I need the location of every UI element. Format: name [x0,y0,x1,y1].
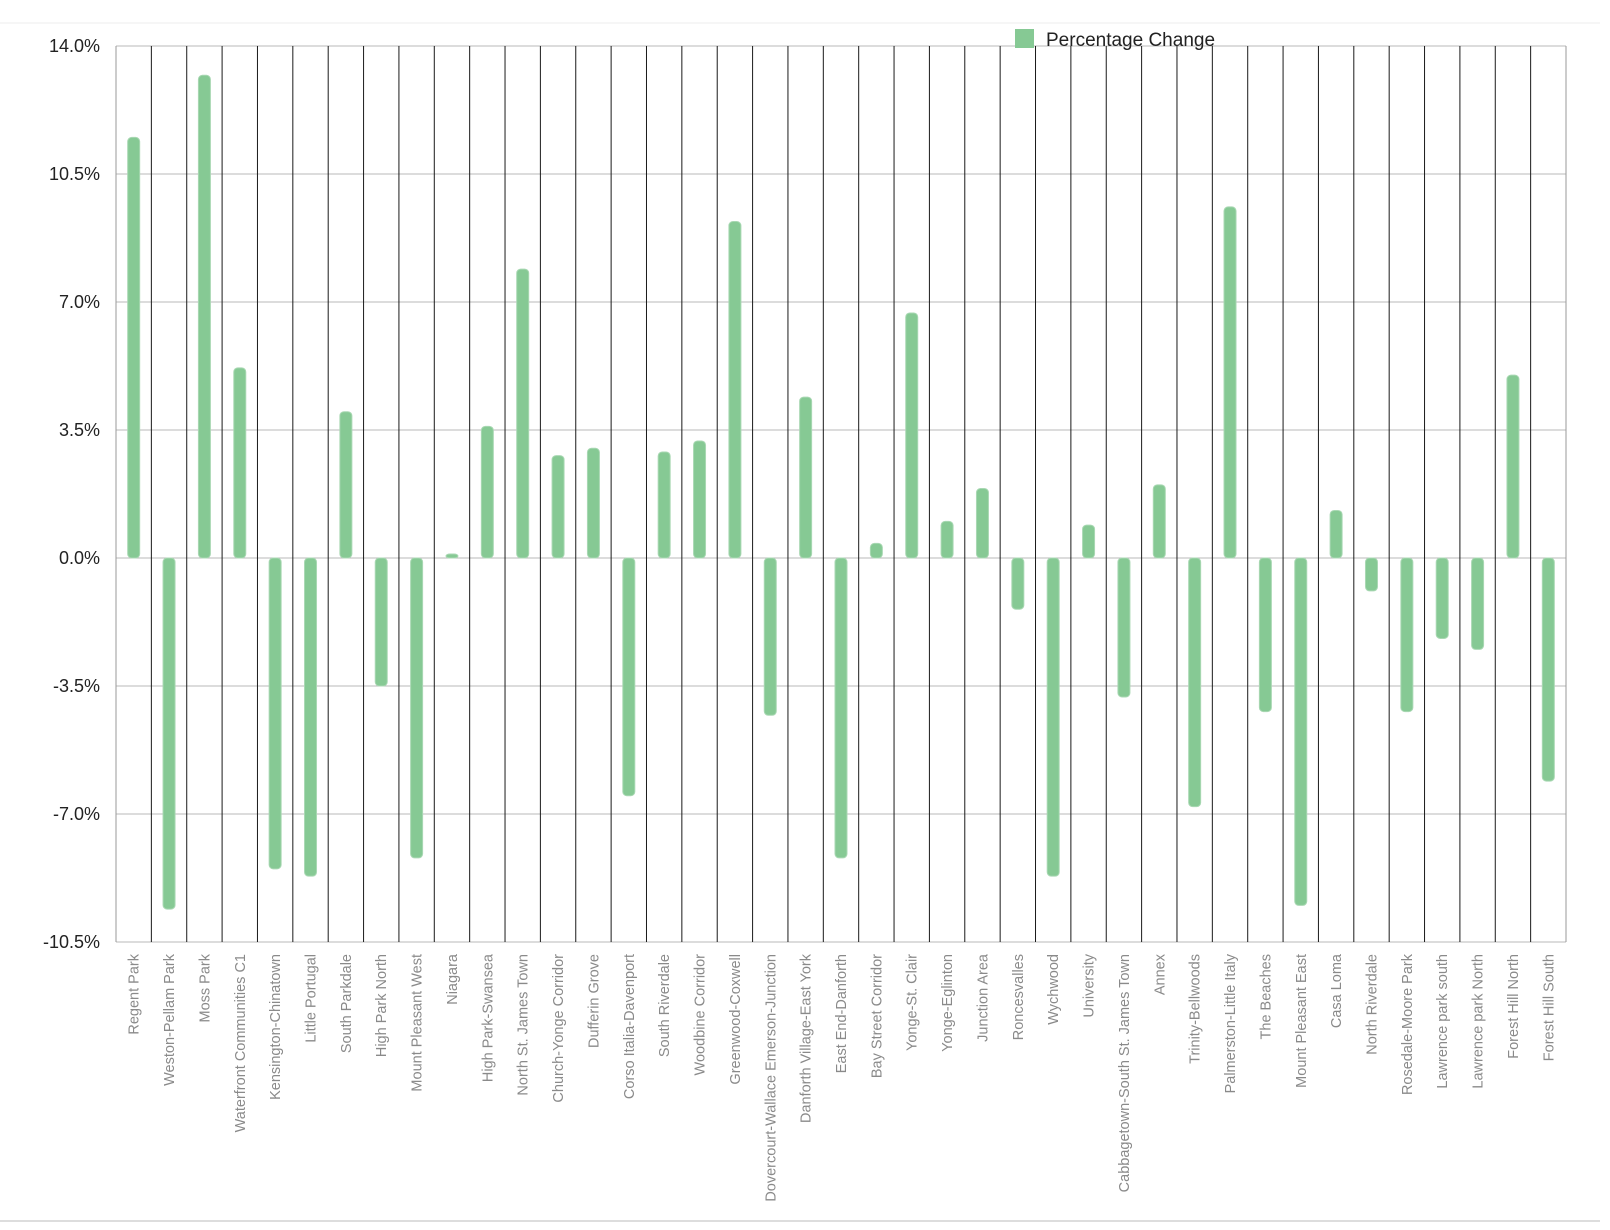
y-tick-label: 7.0% [59,292,100,312]
bar [304,557,318,877]
x-tick-label: Little Portugal [304,954,320,1043]
legend-swatch [1015,29,1034,48]
bar [940,520,954,559]
bar [1258,557,1272,713]
x-tick-label: Mount Pleasant West [410,954,426,1092]
bar [1082,524,1096,559]
x-tick-label: Church-Yonge Corridor [551,954,567,1103]
legend-label: Percentage Change [1046,30,1215,51]
bar [1117,557,1131,698]
bar [197,74,211,559]
bar [233,367,247,559]
bar [869,542,883,559]
legend: Percentage Change [1015,29,1215,51]
x-tick-label: Woodbine Corridor [693,954,709,1076]
y-tick-label: 0.0% [59,548,100,568]
x-tick-label: North St. James Town [516,954,532,1096]
x-tick-label: University [1082,953,1098,1017]
x-tick-label: Palmerston-Little Italy [1223,953,1239,1093]
bar [516,268,530,559]
y-axis-ticks: 14.0% 10.5% 7.0% 3.5% 0.0% -3.5% -7.0% -10.5% [43,36,100,952]
bar [127,136,141,559]
y-tick-label: 14.0% [49,36,100,56]
x-tick-label: Yonge-St. Clair [905,954,921,1051]
x-tick-label: The Beaches [1258,954,1274,1039]
x-tick-label: South Riverdale [657,954,673,1057]
bar [1435,557,1449,639]
x-tick-label: Mount Pleasant East [1294,954,1310,1088]
bar [1364,557,1378,592]
x-tick-label: Weston-Pellam Park [162,953,178,1086]
y-tick-label: 3.5% [59,420,100,440]
x-tick-label: Danforth Village-East York [799,953,815,1123]
y-tick-label: -3.5% [53,676,100,696]
bar [763,557,777,716]
bar [410,557,424,859]
bar [1223,206,1237,559]
x-tick-label: Junction Area [975,953,991,1042]
y-tick-label: -7.0% [53,804,100,824]
bar [480,425,494,559]
bar [1541,557,1555,782]
x-tick-label: High Park North [374,954,390,1057]
bar [657,451,671,559]
bar [586,447,600,559]
bar [975,488,989,559]
bar [1188,557,1202,808]
x-tick-label: Bay Street Corridor [869,954,885,1078]
category-dividers [115,46,1567,942]
x-tick-label: Rosedale-Moore Park [1400,953,1416,1095]
x-tick-label: Dovercourt-Wallace Emerson-Junction [763,954,779,1202]
bar [445,553,459,559]
x-tick-label: Roncesvalles [1011,954,1027,1040]
bar [1329,509,1343,559]
x-axis-labels: Regent Park Weston-Pellam Park Moss Park Wa… [127,953,1558,1202]
bar [1471,557,1485,650]
x-tick-label: Forest Hill South [1541,954,1557,1061]
bar [1046,557,1060,877]
y-tick-label: -10.5% [43,932,100,952]
bar [834,557,848,859]
bar [1400,557,1414,713]
x-tick-label: Corso Italia-Davenport [622,954,638,1099]
x-tick-label: South Parkdale [339,954,355,1053]
x-tick-label: Dufferin Grove [586,954,602,1048]
bar [339,411,353,559]
x-tick-label: Greenwood-Coxwell [728,954,744,1085]
x-tick-label: Forest Hill North [1506,954,1522,1059]
x-tick-label: Kensington-Chinatown [268,954,284,1100]
x-tick-label: Waterfront Communities C1 [233,954,249,1132]
bar [374,557,388,687]
bar [1011,557,1025,610]
x-tick-label: Regent Park [127,953,143,1034]
bars [127,74,1555,910]
y-tick-label: 10.5% [49,164,100,184]
bar [1506,374,1520,559]
bar [622,557,636,797]
x-tick-label: Casa Loma [1329,953,1345,1028]
x-tick-label: Lawrence park south [1435,954,1451,1089]
x-tick-label: Cabbagetown-South St. James Town [1117,954,1133,1192]
x-tick-label: Yonge-Eglinton [940,954,956,1052]
bar [693,440,707,559]
bar [799,396,813,559]
x-tick-label: Annex [1152,953,1168,995]
x-tick-label: High Park-Swansea [480,953,496,1082]
bar [1152,484,1166,559]
x-tick-label: Trinity-Bellwoods [1188,954,1204,1064]
bar [1294,557,1308,906]
bar [551,455,565,559]
x-tick-label: Moss Park [197,953,213,1022]
x-tick-label: Wychwood [1046,954,1062,1025]
x-tick-label: North Riverdale [1364,954,1380,1055]
bar [728,221,742,559]
bar [268,557,282,870]
bar [162,557,176,910]
x-tick-label: East End-Danforth [834,954,850,1073]
x-tick-label: Niagara [445,953,461,1005]
x-tick-label: Lawrence park North [1471,954,1487,1089]
bar [905,312,919,559]
